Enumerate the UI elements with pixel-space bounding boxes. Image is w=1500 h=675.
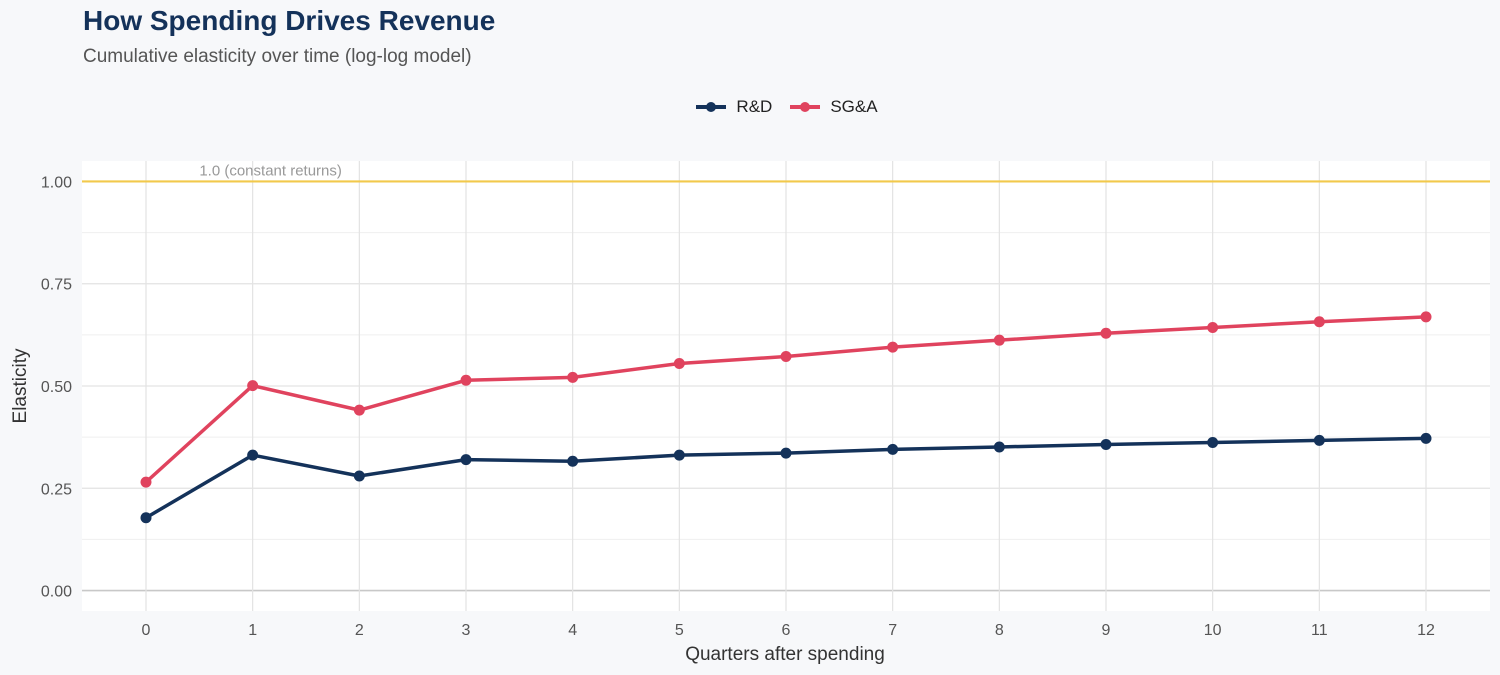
y-tick-label: 0.00 — [41, 584, 72, 601]
x-tick-label: 10 — [1204, 622, 1222, 639]
x-tick-label: 9 — [1102, 622, 1111, 639]
x-tick-label: 2 — [355, 622, 364, 639]
data-point-sga — [1207, 322, 1219, 333]
x-tick-label: 1 — [248, 622, 257, 639]
legend-label-rd: R&D — [736, 97, 773, 116]
data-point-sga — [353, 404, 365, 416]
data-point-rd — [673, 449, 685, 461]
legend-label-sga: SG&A — [830, 97, 878, 116]
chart-title: How Spending Drives Revenue — [83, 5, 496, 36]
x-tick-label: 5 — [675, 622, 684, 639]
data-point-rd — [1420, 432, 1432, 444]
x-tick-label: 8 — [995, 622, 1004, 639]
data-point-rd — [780, 447, 792, 459]
y-tick-label: 0.25 — [41, 481, 72, 498]
x-tick-label: 4 — [568, 622, 577, 639]
x-tick-label: 11 — [1311, 622, 1328, 639]
y-tick-label: 1.00 — [41, 174, 72, 191]
legend-item-sga: SG&A — [790, 97, 878, 117]
data-point-rd — [1313, 434, 1325, 446]
data-point-sga — [247, 380, 259, 392]
data-point-rd — [353, 470, 365, 482]
data-point-rd — [887, 443, 899, 455]
reference-line-label: 1.0 (constant returns) — [199, 162, 342, 179]
y-tick-label: 0.50 — [41, 379, 72, 396]
x-tick-label: 6 — [782, 622, 791, 639]
y-axis-label: Elasticity — [10, 348, 31, 423]
data-point-sga — [567, 371, 579, 383]
x-axis-label: Quarters after spending — [685, 644, 885, 665]
data-point-rd — [1100, 439, 1112, 450]
legend-key-sga — [790, 102, 821, 112]
x-tick-label: 0 — [142, 622, 151, 639]
data-point-rd — [247, 449, 259, 461]
data-point-sga — [673, 358, 685, 369]
x-tick-label: 3 — [462, 622, 471, 639]
data-point-sga — [887, 341, 899, 353]
data-point-sga — [1420, 311, 1432, 323]
data-point-rd — [140, 512, 152, 524]
legend-key-rd — [696, 102, 727, 112]
x-tick-label: 12 — [1417, 622, 1435, 639]
data-point-rd — [993, 441, 1005, 453]
data-point-rd — [567, 455, 579, 467]
data-point-sga — [1100, 327, 1112, 339]
legend: R&D SG&A — [0, 97, 1500, 117]
data-point-sga — [993, 334, 1005, 346]
data-point-rd — [460, 454, 472, 466]
chart-subtitle: Cumulative elasticity over time (log-log… — [83, 46, 472, 67]
data-point-rd — [1207, 436, 1219, 448]
data-point-sga — [1313, 316, 1325, 328]
legend-item-rd: R&D — [696, 97, 772, 117]
data-point-sga — [140, 476, 152, 488]
y-tick-label: 0.75 — [41, 277, 72, 294]
x-tick-label: 7 — [888, 622, 897, 639]
data-point-sga — [780, 351, 792, 363]
data-point-sga — [460, 374, 472, 386]
